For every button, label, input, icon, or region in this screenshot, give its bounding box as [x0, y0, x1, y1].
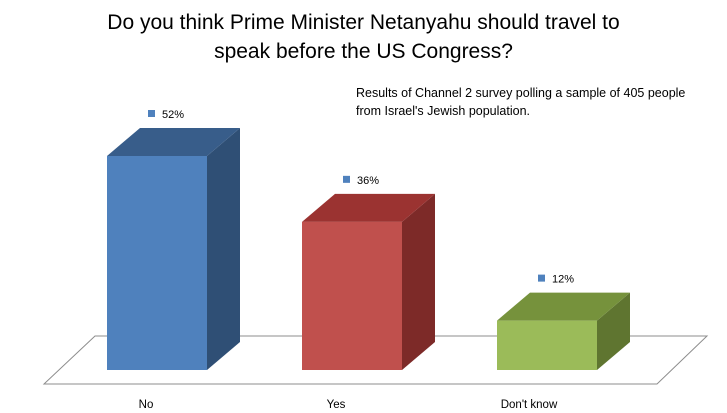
bar-top-0 — [107, 128, 240, 156]
bar-front-1 — [302, 221, 402, 370]
bar-side-2 — [597, 292, 630, 370]
chart-subtitle: Results of Channel 2 survey polling a sa… — [356, 84, 722, 120]
data-label-marker-2 — [538, 274, 545, 282]
bar-top-2 — [497, 292, 630, 321]
data-label-1: 36% — [357, 175, 379, 187]
category-label-1: Yes — [327, 399, 346, 411]
chart-subtitle-line-2: from Israel's Jewish population. — [356, 104, 530, 118]
data-label-marker-0 — [148, 110, 155, 117]
data-label-0: 52% — [162, 109, 184, 121]
bar-side-0 — [207, 128, 240, 370]
bar-front-0 — [107, 156, 207, 370]
data-label-2: 12% — [552, 274, 574, 286]
bar-0 — [107, 128, 240, 370]
category-label-0: No — [139, 399, 154, 411]
chart-title: Do you think Prime Minister Netanyahu sh… — [0, 8, 727, 66]
chart-subtitle-line-1: Results of Channel 2 survey polling a sa… — [356, 86, 686, 100]
data-label-marker-1 — [343, 175, 350, 183]
bar-2 — [497, 292, 630, 370]
chart-title-line-2: speak before the US Congress? — [214, 40, 513, 63]
category-label-2: Don't know — [501, 399, 558, 411]
bar-front-2 — [497, 320, 597, 370]
bars-layer — [107, 128, 630, 370]
bar-top-1 — [302, 193, 435, 222]
bar-1 — [302, 193, 435, 370]
bar-side-1 — [402, 193, 435, 370]
chart-title-line-1: Do you think Prime Minister Netanyahu sh… — [107, 11, 620, 34]
